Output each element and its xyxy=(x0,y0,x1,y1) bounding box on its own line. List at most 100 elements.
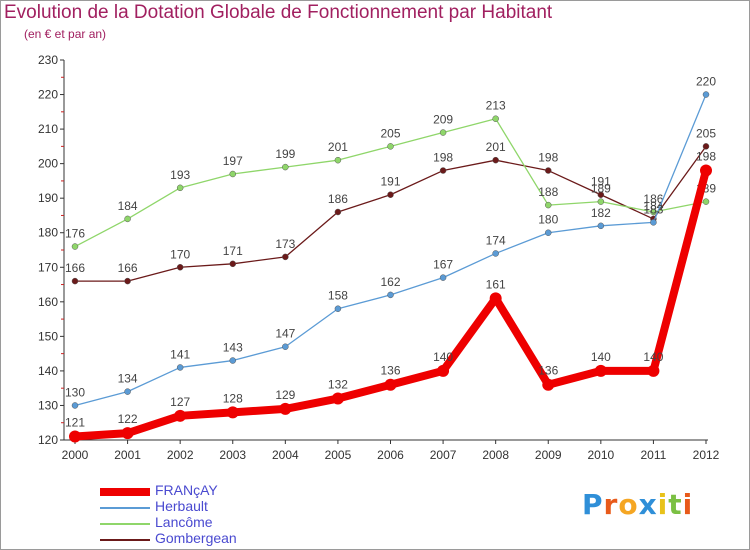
data-label: 166 xyxy=(118,261,138,275)
data-point xyxy=(279,402,292,415)
data-point xyxy=(71,277,79,285)
x-tick-label: 2012 xyxy=(693,448,720,462)
x-tick-label: 2009 xyxy=(535,448,562,462)
legend-label: Gombergean xyxy=(155,530,237,546)
data-label: 193 xyxy=(170,168,190,182)
data-point xyxy=(69,430,81,443)
data-label: 189 xyxy=(591,182,611,196)
y-tick-label: 200 xyxy=(38,157,58,171)
x-tick-label: 2005 xyxy=(325,448,352,462)
data-label: 213 xyxy=(486,99,506,113)
data-point xyxy=(647,364,660,377)
brand-letter: r xyxy=(603,488,619,521)
data-point xyxy=(71,402,79,409)
data-point xyxy=(700,164,712,177)
data-label: 201 xyxy=(486,140,506,154)
y-tick-label: 160 xyxy=(38,295,58,309)
data-label: 121 xyxy=(65,416,85,430)
data-point xyxy=(282,253,289,261)
data-point xyxy=(229,357,236,364)
data-label: 174 xyxy=(486,233,506,247)
data-label: 127 xyxy=(170,395,190,409)
data-label: 161 xyxy=(486,277,506,291)
data-label: 198 xyxy=(538,151,558,165)
data-label: 205 xyxy=(380,126,400,140)
data-point xyxy=(331,392,344,405)
data-point xyxy=(176,264,184,271)
brand-logo: Proxiti xyxy=(582,488,693,521)
data-label: 198 xyxy=(696,150,716,164)
data-point xyxy=(437,364,450,377)
y-tick-label: 180 xyxy=(38,226,58,240)
data-point xyxy=(542,378,555,391)
brand-letter: i xyxy=(682,488,694,521)
data-label: 136 xyxy=(538,364,558,378)
series-franay: 121 122 127 128 129 132 136 140 161 136 140 140 198 xyxy=(65,150,716,443)
data-label: 186 xyxy=(328,192,348,206)
data-point xyxy=(492,156,499,164)
y-tick-label: 210 xyxy=(38,122,58,136)
data-point xyxy=(439,274,447,281)
data-label: 170 xyxy=(170,247,190,261)
data-label: 188 xyxy=(538,185,558,199)
x-tick-label: 2010 xyxy=(587,448,614,462)
data-point xyxy=(597,222,605,230)
legend-swatch xyxy=(100,507,150,509)
data-point xyxy=(121,427,134,440)
data-point xyxy=(439,167,447,174)
data-point xyxy=(334,305,342,312)
legend-label: Herbault xyxy=(155,498,208,514)
legend-swatch xyxy=(100,488,150,496)
data-label: 166 xyxy=(65,261,85,275)
data-label: 199 xyxy=(275,147,295,161)
data-label: 176 xyxy=(65,227,85,241)
data-point xyxy=(702,91,710,98)
series-herbault: 130 134 141 143 147 158 162 167 174 180 182 183 220 xyxy=(65,75,716,409)
x-tick-label: 2004 xyxy=(272,448,299,462)
data-label: 130 xyxy=(65,385,85,399)
legend-swatch xyxy=(100,539,150,541)
data-point xyxy=(387,291,394,299)
data-point xyxy=(174,409,187,422)
data-point xyxy=(124,388,131,395)
data-point xyxy=(176,364,184,371)
data-label: 201 xyxy=(328,140,348,154)
data-label: 143 xyxy=(223,341,243,355)
data-point xyxy=(594,364,607,377)
brand-letter: i xyxy=(657,488,669,521)
data-label: 132 xyxy=(328,378,348,392)
x-tick-label: 2006 xyxy=(377,448,404,462)
y-tick-label: 140 xyxy=(38,364,58,378)
data-label: 147 xyxy=(275,327,295,341)
data-label: 186 xyxy=(643,192,663,206)
chart-subtitle: (en € et par an) xyxy=(24,27,107,41)
data-point xyxy=(176,184,184,192)
y-tick-label: 230 xyxy=(38,53,58,67)
data-point xyxy=(334,208,342,216)
brand-letter: t xyxy=(668,488,683,521)
y-tick-label: 190 xyxy=(38,191,58,205)
data-label: 158 xyxy=(328,289,348,303)
data-label: 205 xyxy=(696,126,716,140)
brand-letter: x xyxy=(638,488,658,521)
x-tick-label: 2007 xyxy=(430,448,457,462)
brand-letter: o xyxy=(618,488,639,521)
x-tick-label: 2001 xyxy=(114,448,141,462)
data-label: 220 xyxy=(696,75,716,89)
data-point xyxy=(387,191,394,198)
legend-label: Lancôme xyxy=(155,514,213,530)
y-tick-label: 220 xyxy=(38,88,58,102)
data-label: 136 xyxy=(380,364,400,378)
data-label: 197 xyxy=(223,154,243,168)
data-label: 173 xyxy=(275,237,295,251)
data-label: 171 xyxy=(223,244,243,258)
data-label: 182 xyxy=(591,206,611,220)
x-tick-label: 2011 xyxy=(641,448,667,462)
data-point xyxy=(492,250,499,257)
data-label: 167 xyxy=(433,258,453,272)
y-tick-label: 120 xyxy=(38,433,58,447)
chart-title: Evolution de la Dotation Globale de Fonc… xyxy=(4,2,553,23)
data-point xyxy=(226,406,239,419)
